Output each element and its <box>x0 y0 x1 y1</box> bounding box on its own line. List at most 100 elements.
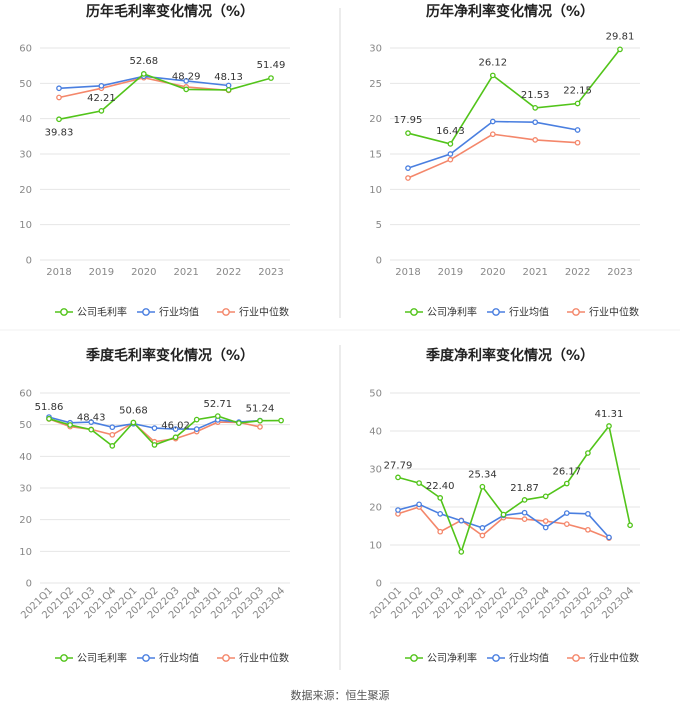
legend-marker-icon <box>222 308 230 316</box>
data-label: 52.68 <box>129 56 158 67</box>
chart-panel-1: 历年毛利率变化情况（%） 0 10 20 30 40 50 60 2018 2019 2020 202… <box>19 3 290 319</box>
data-point-industry-avg <box>172 426 179 432</box>
x-tick-label: 2022 <box>565 267 590 278</box>
data-label: 51.86 <box>35 402 64 413</box>
data-label: 25.34 <box>468 470 497 481</box>
data-label: 27.79 <box>384 460 413 471</box>
data-point-industry-median <box>532 137 539 143</box>
y-tick-label: 30 <box>19 484 32 495</box>
legend-marker-icon <box>572 654 580 662</box>
legend-item-industry-median[interactable]: 行业中位数 <box>567 306 639 319</box>
legend-item-industry-median[interactable]: 行业中位数 <box>567 652 639 665</box>
data-label: 39.83 <box>45 127 74 138</box>
y-tick-label: 30 <box>19 150 32 161</box>
data-point-company <box>46 415 52 422</box>
data-point-company <box>193 416 200 423</box>
legend-label: 公司净利率 <box>427 306 477 319</box>
data-label: 42.21 <box>87 93 116 104</box>
legend-item-industry-avg[interactable]: 行业均值 <box>487 306 549 319</box>
data-point-company <box>405 130 411 137</box>
data-label: 16.43 <box>436 126 465 137</box>
y-tick-label: 10 <box>19 547 32 558</box>
data-point-company <box>437 495 444 501</box>
data-point-industry-avg <box>479 525 486 531</box>
legend-label: 行业中位数 <box>239 306 289 319</box>
data-point-industry-avg <box>574 127 581 133</box>
data-point-industry-avg <box>447 151 454 157</box>
legend-item-industry-avg[interactable]: 行业均值 <box>137 652 199 665</box>
data-point-company <box>617 46 623 53</box>
data-point-industry-median <box>542 518 549 524</box>
data-point-company <box>268 75 274 81</box>
data-point-company <box>532 105 539 111</box>
series-line-company <box>48 415 282 447</box>
data-point-company <box>447 141 454 147</box>
data-label: 51.49 <box>257 60 286 71</box>
legend-item-industry-avg[interactable]: 行业均值 <box>487 652 549 665</box>
legend-item-industry-median[interactable]: 行业中位数 <box>217 306 289 319</box>
y-tick-label: 10 <box>369 541 382 552</box>
data-point-industry-avg <box>437 510 444 517</box>
data-point-industry-avg <box>225 82 232 89</box>
legend-label: 公司毛利率 <box>77 652 127 665</box>
data-point-company <box>109 443 116 449</box>
data-point-industry-median <box>585 526 591 533</box>
legend-label: 行业中位数 <box>239 652 289 665</box>
series-line-industry-avg <box>407 120 578 169</box>
legend-item-company[interactable]: 公司净利率 <box>405 652 477 665</box>
legend-marker-icon <box>572 308 580 316</box>
y-tick-label: 20 <box>369 503 382 514</box>
y-tick-label: 50 <box>19 420 32 431</box>
y-tick-label: 10 <box>369 185 382 196</box>
legend-marker-icon <box>60 308 68 316</box>
chart-panel-2: 历年净利率变化情况（%） 0 5 10 15 20 25 30 2018 2019 2020 2021… <box>369 3 640 319</box>
data-label: 51.24 <box>246 404 275 415</box>
series-line-company <box>397 424 631 555</box>
y-tick-label: 0 <box>26 256 32 267</box>
data-point-company <box>67 422 73 428</box>
y-tick-label: 30 <box>369 465 382 476</box>
y-tick-label: 50 <box>19 79 32 90</box>
data-label: 26.17 <box>552 467 581 478</box>
legend-item-company[interactable]: 公司毛利率 <box>55 306 127 319</box>
x-tick-label: 2019 <box>89 267 114 278</box>
data-point-company <box>130 419 137 426</box>
data-point-company <box>489 72 496 79</box>
y-tick-label: 20 <box>19 185 32 196</box>
data-point-industry-avg <box>416 501 422 508</box>
data-point-industry-median <box>437 528 444 535</box>
data-point-company <box>88 426 95 433</box>
data-point-industry-avg <box>183 78 190 84</box>
data-point-industry-median <box>521 516 528 523</box>
legend-marker-icon <box>410 308 418 316</box>
legend-item-industry-avg[interactable]: 行业均值 <box>137 306 199 319</box>
legend-label: 公司净利率 <box>427 652 477 665</box>
legend-item-company[interactable]: 公司毛利率 <box>55 652 127 665</box>
data-point-industry-median <box>563 521 570 527</box>
data-point-company <box>500 511 507 518</box>
data-point-company <box>542 493 549 500</box>
data-point-company <box>257 417 263 424</box>
data-point-company <box>56 116 62 123</box>
legend-item-industry-median[interactable]: 行业中位数 <box>217 652 289 665</box>
y-tick-label: 60 <box>19 44 32 55</box>
chart-title: 季度毛利率变化情况（%） <box>85 347 254 364</box>
series-line-industry-median <box>397 506 610 539</box>
data-point-company <box>479 483 486 490</box>
y-tick-label: 0 <box>376 256 382 267</box>
legend-item-company[interactable]: 公司净利率 <box>405 306 477 319</box>
data-label: 46.02 <box>161 420 190 431</box>
chart-panel-3: 季度毛利率变化情况（%）01020304050602021Q12021Q2202… <box>19 347 290 665</box>
y-tick-label: 60 <box>19 389 32 400</box>
y-tick-label: 40 <box>369 427 382 438</box>
y-tick-label: 10 <box>19 220 32 231</box>
data-point-industry-avg <box>563 510 570 516</box>
y-tick-label: 20 <box>19 515 32 526</box>
data-point-company <box>458 548 465 555</box>
data-point-industry-avg <box>98 82 105 89</box>
series-line-industry-avg <box>397 503 610 538</box>
y-tick-label: 0 <box>376 579 382 590</box>
legend-marker-icon <box>60 654 68 662</box>
